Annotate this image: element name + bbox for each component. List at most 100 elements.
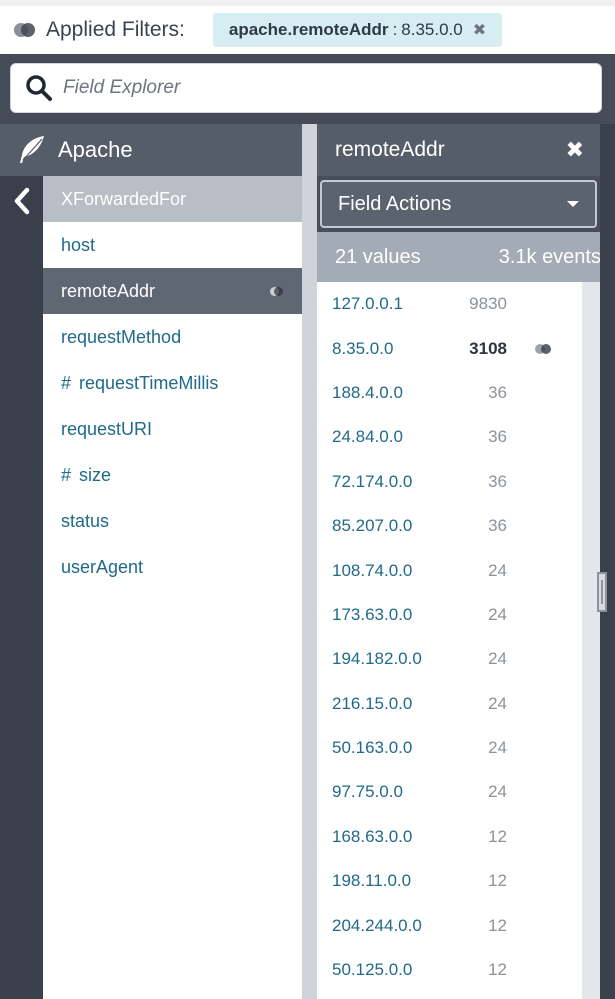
values-summary: 21 values 3.1k events (317, 232, 601, 282)
value-label: 85.207.0.0 (332, 516, 413, 536)
value-label: 173.63.0.0 (332, 604, 413, 624)
field-item-label: status (61, 510, 110, 531)
field-actions-wrap: Field Actions (317, 176, 600, 232)
value-label: 188.4.0.0 (332, 382, 403, 402)
value-row[interactable]: 50.163.0.0 24 (317, 726, 600, 770)
field-item[interactable]: userAgent (43, 544, 302, 590)
value-count: 24 (488, 604, 507, 624)
events-count: 3.1k events (498, 245, 601, 268)
value-count: 12 (488, 960, 507, 980)
value-label: 50.163.0.0 (332, 738, 413, 758)
filter-applied-icon (270, 287, 284, 296)
value-count: 36 (488, 516, 507, 536)
filter-chip-key: apache.remoteAddr (228, 20, 389, 39)
value-count: 24 (488, 782, 507, 802)
values-panel: remoteAddr ✖ Field Actions 21 values 3.1… (317, 124, 601, 999)
values-scrollbar[interactable] (582, 282, 600, 999)
value-count: 36 (488, 382, 507, 402)
chevron-left-icon[interactable] (10, 186, 34, 216)
values-count: 21 values (335, 245, 421, 268)
value-label: 50.125.0.0 (332, 960, 413, 980)
value-row[interactable]: 188.4.0.0 36 (317, 371, 600, 415)
applied-filters-label: Applied Filters: (46, 18, 185, 41)
values-panel-header: remoteAddr ✖ (317, 124, 600, 176)
value-row[interactable]: 194.182.0.0 24 (317, 637, 600, 681)
field-item[interactable]: status (43, 498, 302, 544)
value-row[interactable]: 72.174.0.0 36 (317, 460, 600, 504)
value-label: 127.0.0.1 (332, 294, 403, 314)
value-count: 24 (488, 560, 507, 580)
numeric-field-icon: # (61, 464, 72, 485)
value-label: 108.74.0.0 (332, 560, 413, 580)
value-label: 198.11.0.0 (332, 871, 412, 891)
feather-icon (20, 136, 44, 163)
back-rail (0, 176, 43, 999)
field-item-label: requestMethod (61, 326, 182, 347)
value-count: 24 (488, 649, 507, 669)
value-row[interactable]: 173.63.0.0 24 (317, 593, 600, 637)
values-list: 127.0.0.1 9830 8.35.0.0 3108 188.4.0.0 36 24.8… (317, 282, 600, 999)
field-item[interactable]: XForwardedFor (43, 176, 302, 222)
search-icon (26, 75, 52, 101)
value-row[interactable]: 127.0.0.1 9830 (317, 282, 600, 326)
field-explorer-input[interactable] (63, 77, 563, 99)
filter-applied-icon (535, 344, 551, 355)
value-label: 216.15.0.0 (332, 693, 413, 713)
value-count: 36 (488, 471, 507, 491)
value-row[interactable]: 8.35.0.0 3108 (317, 326, 600, 370)
value-row[interactable]: 168.63.0.0 12 (317, 815, 600, 859)
value-label: 194.182.0.0 (332, 649, 422, 669)
values-panel-title: remoteAddr (335, 138, 445, 161)
value-label: 8.35.0.0 (332, 338, 394, 358)
field-item-label: size (79, 464, 112, 485)
value-count: 12 (488, 871, 507, 891)
filter-chip[interactable]: apache.remoteAddr : 8.35.0.0 ✖ (212, 13, 503, 47)
value-count: 36 (488, 427, 507, 447)
value-count: 24 (488, 693, 507, 713)
search-box[interactable] (10, 63, 602, 113)
source-header: Apache (0, 124, 302, 176)
right-edge (600, 124, 615, 999)
field-list: XForwardedFor host remoteAddr requestMethod… (43, 176, 302, 999)
value-row[interactable]: 198.11.0.0 12 (317, 859, 600, 903)
remove-filter-icon[interactable]: ✖ (472, 22, 487, 39)
source-title: Apache (58, 137, 133, 162)
value-count: 12 (488, 826, 507, 846)
value-row[interactable]: 24.84.0.0 36 (317, 415, 600, 459)
field-item[interactable]: # size (43, 452, 302, 498)
close-icon[interactable]: ✖ (565, 137, 584, 162)
field-item[interactable]: host (43, 222, 302, 268)
filter-venn-icon (14, 23, 36, 37)
caret-down-icon (567, 201, 579, 207)
field-actions-dropdown[interactable]: Field Actions (320, 180, 597, 228)
value-count: 9830 (469, 294, 507, 314)
filter-chip-value: 8.35.0.0 (401, 20, 463, 39)
field-actions-label: Field Actions (338, 192, 452, 215)
filter-chip-separator: : (392, 20, 398, 39)
value-row[interactable]: 204.244.0.0 12 (317, 903, 600, 947)
value-label: 97.75.0.0 (332, 782, 403, 802)
search-row (0, 54, 615, 124)
right-resize-handle[interactable] (597, 572, 607, 612)
value-count: 24 (488, 738, 507, 758)
value-row[interactable]: 108.74.0.0 24 (317, 548, 600, 592)
value-count: 12 (488, 915, 507, 935)
value-row[interactable]: 50.125.0.0 12 (317, 948, 600, 992)
field-item[interactable]: remoteAddr (43, 268, 302, 314)
field-item-label: remoteAddr (61, 280, 156, 301)
value-label: 72.174.0.0 (332, 471, 413, 491)
field-item[interactable]: # requestTimeMillis (43, 360, 302, 406)
field-item[interactable]: requestURI (43, 406, 302, 452)
value-label: 204.244.0.0 (332, 915, 422, 935)
field-item-label: requestURI (61, 418, 153, 439)
value-label: 24.84.0.0 (332, 427, 403, 447)
field-item-label: XForwardedFor (61, 188, 187, 209)
value-count: 3108 (469, 338, 507, 358)
field-item[interactable]: requestMethod (43, 314, 302, 360)
value-row[interactable]: 97.75.0.0 24 (317, 770, 600, 814)
value-row[interactable]: 85.207.0.0 36 (317, 504, 600, 548)
value-row[interactable]: 216.15.0.0 24 (317, 682, 600, 726)
numeric-field-icon: # (61, 372, 72, 393)
field-item-label: host (61, 234, 96, 255)
applied-filters-bar: Applied Filters: apache.remoteAddr : 8.3… (0, 0, 615, 54)
